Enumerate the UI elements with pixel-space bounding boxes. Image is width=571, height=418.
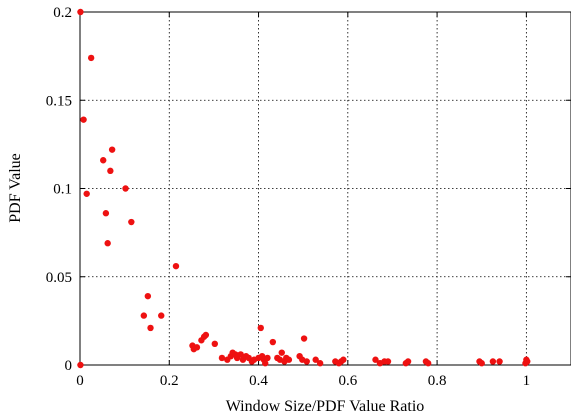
data-point bbox=[262, 360, 269, 367]
data-point bbox=[489, 358, 497, 365]
data-points bbox=[77, 8, 531, 369]
x-tick-label: 0 bbox=[76, 373, 84, 389]
y-axis-title: PDF Value bbox=[7, 153, 24, 223]
data-point bbox=[237, 351, 244, 358]
data-point bbox=[140, 312, 148, 319]
data-point bbox=[128, 218, 135, 226]
data-point bbox=[478, 360, 485, 367]
data-point bbox=[80, 116, 87, 123]
data-point bbox=[172, 262, 180, 270]
data-point bbox=[211, 340, 219, 348]
data-point bbox=[107, 167, 114, 175]
y-tick-label: 0.15 bbox=[46, 93, 72, 109]
data-point bbox=[144, 292, 152, 300]
x-tick-label: 0.8 bbox=[428, 373, 447, 389]
data-point bbox=[300, 335, 308, 342]
data-point bbox=[303, 358, 310, 365]
x-tick-label: 0.4 bbox=[249, 373, 268, 389]
x-tick-label: 0.2 bbox=[160, 373, 179, 389]
data-point bbox=[264, 354, 271, 362]
data-point bbox=[102, 210, 110, 217]
data-point bbox=[108, 146, 116, 153]
x-tick-label: 0.6 bbox=[338, 373, 357, 389]
data-point bbox=[424, 360, 432, 367]
y-tick-label: 0.05 bbox=[46, 270, 72, 286]
data-point bbox=[496, 358, 503, 365]
data-point bbox=[524, 358, 531, 365]
x-axis-title: Window Size/PDF Value Ratio bbox=[226, 398, 425, 415]
data-point bbox=[77, 361, 84, 369]
data-point bbox=[269, 338, 277, 346]
data-point bbox=[384, 358, 392, 365]
data-point bbox=[122, 185, 129, 192]
y-tick-label: 0 bbox=[65, 358, 73, 374]
x-tick-label: 1 bbox=[523, 373, 531, 389]
y-tick-label: 0.2 bbox=[53, 5, 72, 21]
data-point bbox=[158, 312, 165, 319]
axis-ticks: 0 0.2 0.4 0.6 0.8 1 0 0.05 0.1 0.15 0.2 bbox=[46, 5, 571, 389]
data-point bbox=[316, 360, 324, 367]
data-point bbox=[404, 358, 412, 365]
data-point bbox=[100, 157, 107, 164]
data-point bbox=[278, 349, 285, 356]
grid-lines bbox=[80, 12, 571, 365]
data-point bbox=[83, 190, 90, 197]
data-point bbox=[202, 331, 210, 339]
data-point bbox=[257, 324, 264, 332]
data-point bbox=[77, 8, 84, 16]
y-tick-label: 0.1 bbox=[53, 182, 72, 198]
data-point bbox=[104, 240, 111, 247]
data-point bbox=[285, 356, 293, 363]
data-point bbox=[372, 356, 379, 363]
data-point bbox=[312, 356, 319, 363]
data-point bbox=[193, 344, 201, 351]
data-point bbox=[87, 54, 95, 62]
data-point bbox=[147, 324, 154, 332]
data-point bbox=[340, 356, 347, 363]
data-point bbox=[218, 354, 226, 362]
